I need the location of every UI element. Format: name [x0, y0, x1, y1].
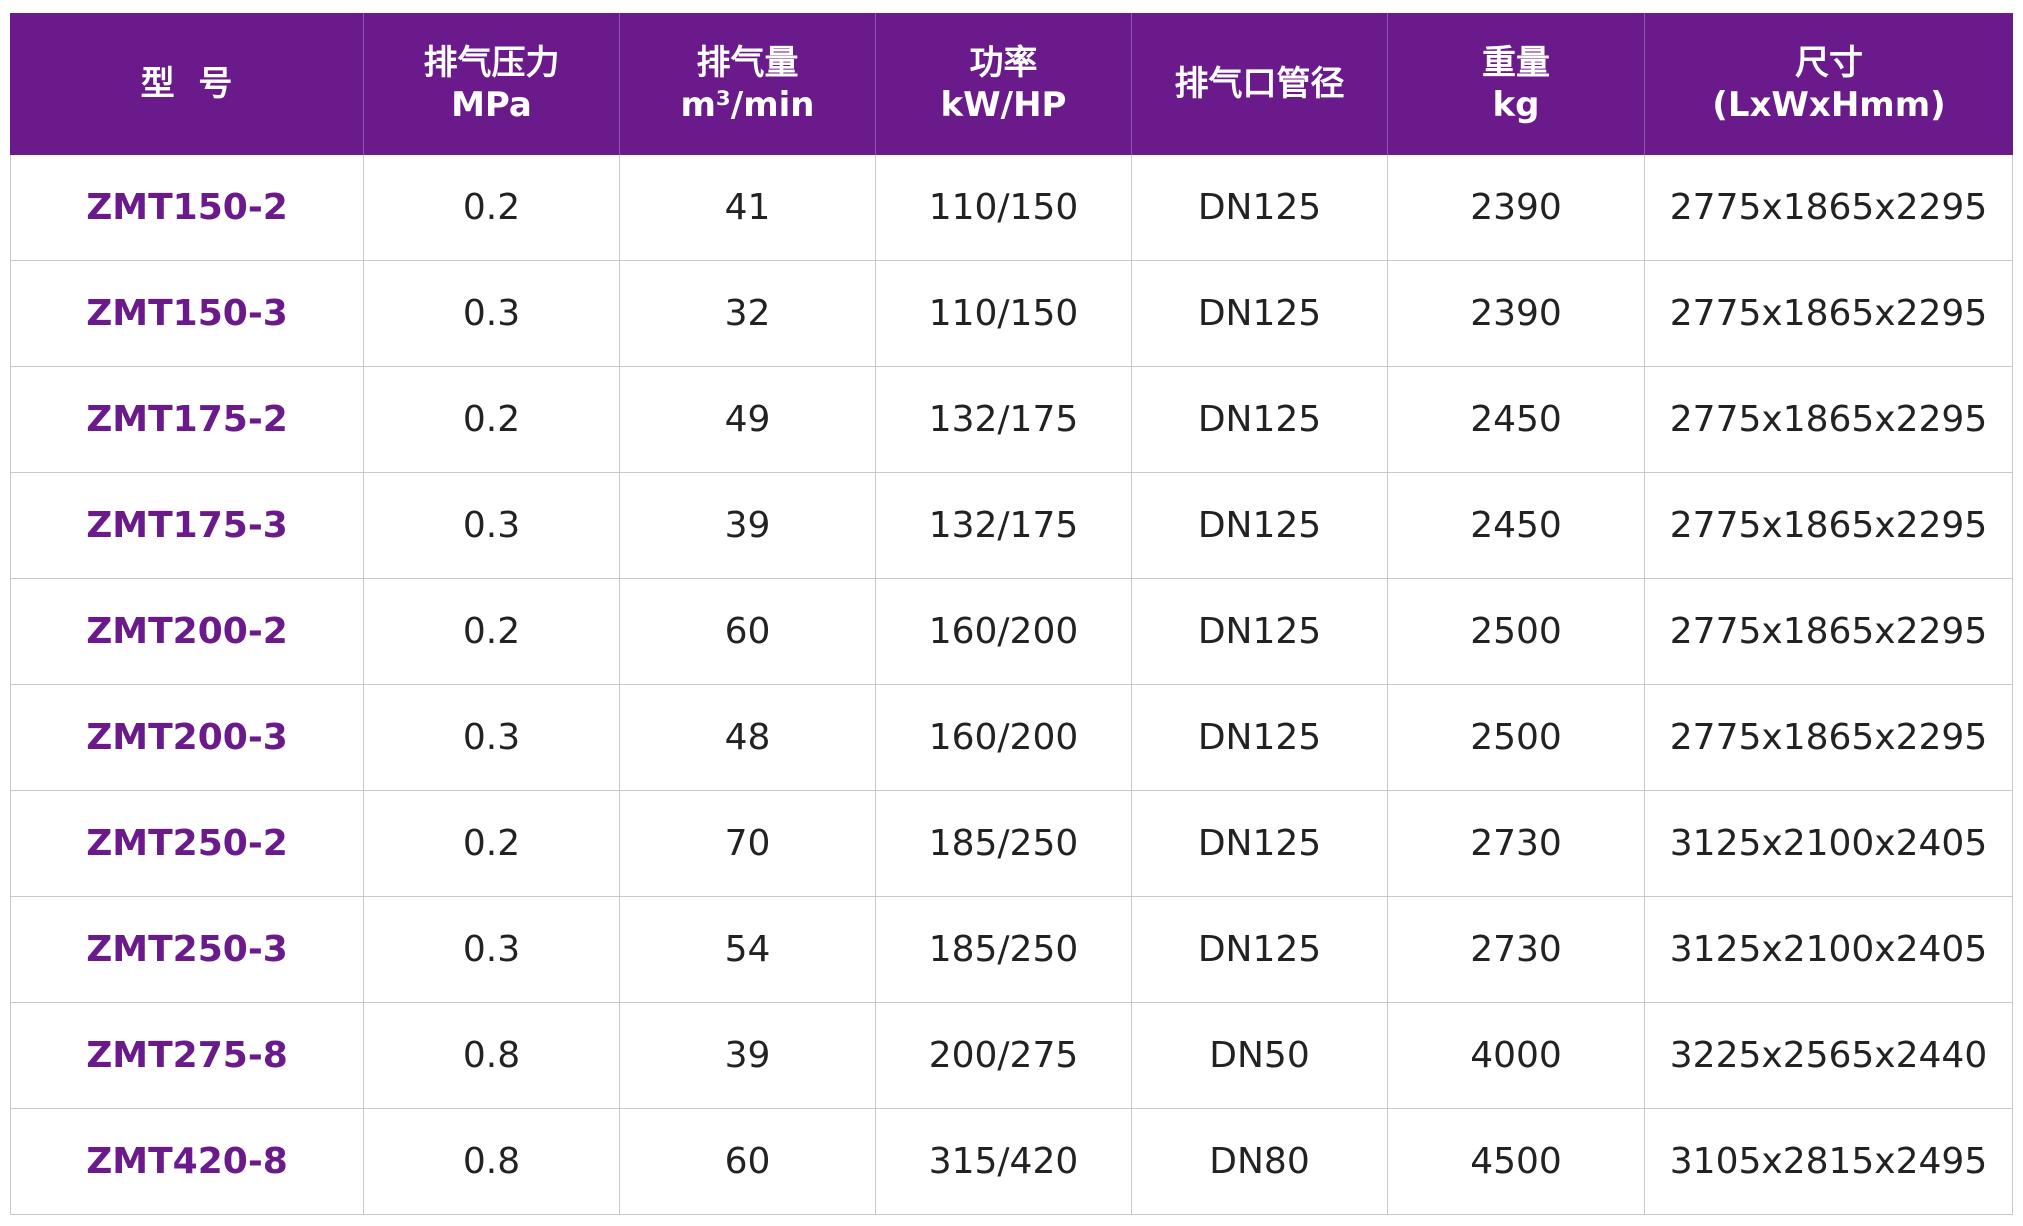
model-cell: ZMT150-3	[10, 261, 363, 367]
data-cell: DN125	[1131, 155, 1387, 261]
header-text: m³/min	[680, 85, 815, 125]
header-cell: 排气量 m³/min	[619, 13, 875, 155]
data-cell: 0.2	[363, 791, 619, 897]
model-cell: ZMT150-2	[10, 155, 363, 261]
data-cell: DN125	[1131, 367, 1387, 473]
data-cell: 2730	[1387, 897, 1644, 1003]
data-cell: 49	[619, 367, 875, 473]
data-cell: DN125	[1131, 261, 1387, 367]
data-cell: 48	[619, 685, 875, 791]
data-cell: 2390	[1387, 155, 1644, 261]
data-cell: 39	[619, 1003, 875, 1109]
data-cell: 39	[619, 473, 875, 579]
data-cell: 0.3	[363, 897, 619, 1003]
data-cell: 0.2	[363, 155, 619, 261]
data-cell: 2730	[1387, 791, 1644, 897]
header-cell: 排气压力 MPa	[363, 13, 619, 155]
data-cell: 2775x1865x2295	[1644, 579, 2013, 685]
data-cell: DN80	[1131, 1109, 1387, 1215]
header-text: 型 号	[140, 63, 233, 104]
data-cell: 2500	[1387, 685, 1644, 791]
data-cell: 0.2	[363, 579, 619, 685]
data-cell: 132/175	[875, 367, 1131, 473]
data-cell: 110/150	[875, 261, 1131, 367]
data-cell: 0.3	[363, 685, 619, 791]
header-cell: 型 号	[10, 13, 363, 155]
model-cell: ZMT420-8	[10, 1109, 363, 1215]
data-cell: 132/175	[875, 473, 1131, 579]
header-text: kg	[1492, 85, 1540, 125]
data-cell: 2450	[1387, 473, 1644, 579]
data-cell: 0.8	[363, 1003, 619, 1109]
data-cell: 4500	[1387, 1109, 1644, 1215]
data-cell: 32	[619, 261, 875, 367]
data-cell: 160/200	[875, 579, 1131, 685]
data-cell: 0.2	[363, 367, 619, 473]
data-cell: 3125x2100x2405	[1644, 897, 2013, 1003]
spec-table: 型 号排气压力 MPa 排气量 m³/min 功率 kW/HP 排气口管径 重量 kg 尺寸 (Lx…	[10, 13, 2013, 1215]
model-cell: ZMT175-2	[10, 367, 363, 473]
header-text: (LxWxHmm)	[1712, 85, 1946, 125]
data-cell: 4000	[1387, 1003, 1644, 1109]
model-cell: ZMT250-3	[10, 897, 363, 1003]
model-cell: ZMT275-8	[10, 1003, 363, 1109]
header-cell: 重量 kg	[1387, 13, 1644, 155]
header-text: 排气量	[696, 42, 799, 83]
header-cell: 功率 kW/HP	[875, 13, 1131, 155]
header-cell: 排气口管径	[1131, 13, 1387, 155]
data-cell: 160/200	[875, 685, 1131, 791]
model-cell: ZMT200-3	[10, 685, 363, 791]
header-text: 排气口管径	[1174, 63, 1345, 104]
header-text: 排气压力	[423, 42, 560, 83]
model-cell: ZMT200-2	[10, 579, 363, 685]
header-text: 重量	[1482, 42, 1550, 83]
data-cell: 0.3	[363, 473, 619, 579]
data-cell: DN125	[1131, 685, 1387, 791]
model-cell: ZMT250-2	[10, 791, 363, 897]
data-cell: 2390	[1387, 261, 1644, 367]
data-cell: 185/250	[875, 791, 1131, 897]
data-cell: 60	[619, 579, 875, 685]
data-cell: 2775x1865x2295	[1644, 155, 2013, 261]
data-cell: DN125	[1131, 473, 1387, 579]
header-cell: 尺寸 (LxWxHmm)	[1644, 13, 2013, 155]
data-cell: 2775x1865x2295	[1644, 367, 2013, 473]
data-cell: 3225x2565x2440	[1644, 1003, 2013, 1109]
data-cell: 2450	[1387, 367, 1644, 473]
header-text: 尺寸	[1795, 42, 1863, 83]
data-cell: 0.3	[363, 261, 619, 367]
model-cell: ZMT175-3	[10, 473, 363, 579]
data-cell: DN50	[1131, 1003, 1387, 1109]
data-cell: 2775x1865x2295	[1644, 685, 2013, 791]
data-cell: 54	[619, 897, 875, 1003]
data-cell: 110/150	[875, 155, 1131, 261]
data-cell: 200/275	[875, 1003, 1131, 1109]
data-cell: DN125	[1131, 897, 1387, 1003]
data-cell: 315/420	[875, 1109, 1131, 1215]
data-cell: 3105x2815x2495	[1644, 1109, 2013, 1215]
header-text: kW/HP	[940, 85, 1067, 125]
data-cell: 2775x1865x2295	[1644, 261, 2013, 367]
data-cell: 60	[619, 1109, 875, 1215]
header-text: MPa	[451, 85, 532, 125]
data-cell: 41	[619, 155, 875, 261]
data-cell: 70	[619, 791, 875, 897]
data-cell: 185/250	[875, 897, 1131, 1003]
data-cell: DN125	[1131, 791, 1387, 897]
data-cell: 2775x1865x2295	[1644, 473, 2013, 579]
data-cell: 3125x2100x2405	[1644, 791, 2013, 897]
data-cell: DN125	[1131, 579, 1387, 685]
header-text: 功率	[969, 42, 1038, 83]
data-cell: 2500	[1387, 579, 1644, 685]
data-cell: 0.8	[363, 1109, 619, 1215]
